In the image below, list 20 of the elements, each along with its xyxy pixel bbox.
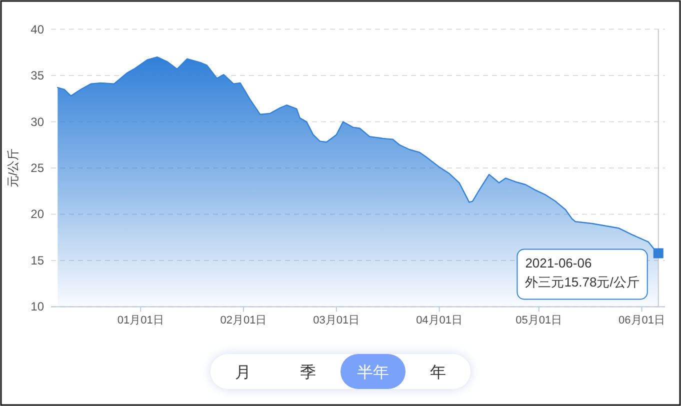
y-tick-label: 30: [30, 114, 44, 129]
x-tick-label: 04月01日: [416, 314, 463, 327]
tooltip: 2021-06-06 外三元15.78元/公斤: [516, 248, 664, 300]
button-label: 年: [430, 364, 446, 382]
y-tick-label: 35: [30, 68, 44, 83]
y-tick-label: 40: [30, 22, 44, 36]
y-tick-label: 15: [30, 253, 44, 268]
annotation: 2021-06-06 外三元15.78元/公斤: [525, 255, 640, 290]
x-tick-label: 06月01日: [618, 314, 666, 327]
button-label: 半年: [357, 364, 389, 382]
x-tick-label: 02月01日: [220, 314, 267, 327]
y-axis-title: 元/公斤: [6, 148, 20, 188]
y-tick-label: 20: [30, 207, 44, 222]
button-label: 月: [235, 364, 251, 382]
y-tick-label: 25: [30, 161, 44, 175]
button-label: 季: [300, 364, 316, 382]
x-tick-label: 05月01日: [516, 314, 562, 327]
x-tick-label: 01月01日: [117, 314, 164, 327]
y-tick-label: 10: [30, 300, 44, 314]
x-tick-label: 03月01日: [313, 314, 360, 327]
